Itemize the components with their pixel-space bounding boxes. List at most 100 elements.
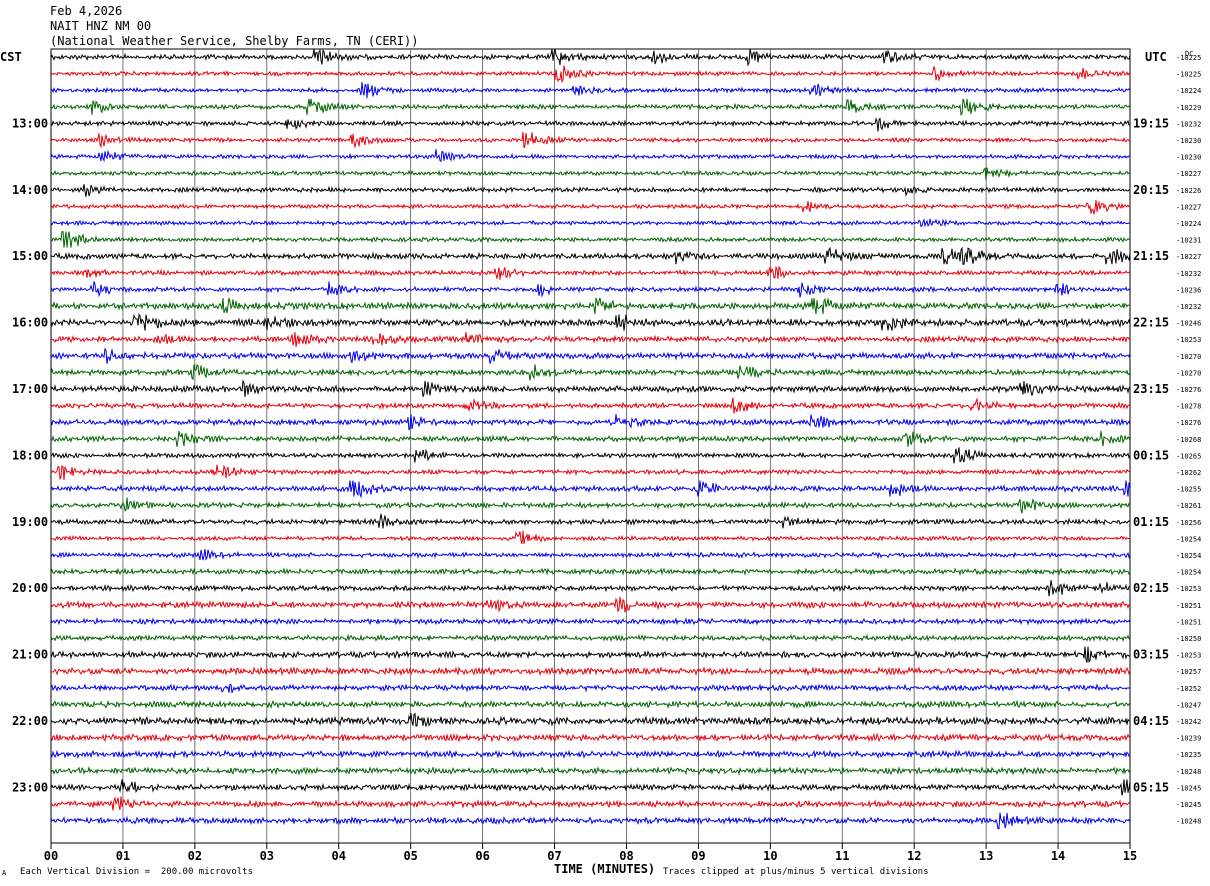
seismic-trace (50, 513, 1131, 529)
left-hour-label: 18:00 (12, 448, 48, 462)
dc-offset-label: -10276 (1176, 386, 1201, 394)
dc-offset-label: -10232 (1176, 303, 1201, 311)
seismic-trace (51, 331, 1131, 348)
dc-offset-label: -10252 (1176, 685, 1201, 693)
dc-offset-label: -10245 (1176, 801, 1201, 809)
seismic-trace (50, 98, 1131, 116)
left-hour-label: 17:00 (12, 382, 48, 396)
right-hour-label: 00:15 (1133, 448, 1169, 462)
seismic-trace (50, 117, 1131, 132)
seismic-trace (50, 313, 1131, 331)
seismic-trace (50, 567, 1131, 576)
x-tick-label: 01 (116, 849, 130, 863)
dc-offset-label: -10268 (1176, 436, 1201, 444)
header-date: Feb 4,2026 (50, 4, 123, 18)
seismic-trace (50, 218, 1131, 228)
dc-offset-label: -10253 (1176, 585, 1201, 593)
x-tick-label: 08 (619, 849, 633, 863)
seismic-trace (50, 265, 1131, 280)
header-network: (National Weather Service, Shelby Farms,… (50, 34, 419, 48)
seismic-trace (50, 131, 1131, 149)
dc-offset-label: -10232 (1176, 120, 1201, 128)
seismic-trace (50, 616, 1131, 626)
corner-mark: A (2, 869, 7, 877)
dc-offset-label: -10253 (1176, 652, 1201, 660)
dc-offset-label: -10245 (1176, 784, 1201, 792)
x-tick-label: 15 (1123, 849, 1137, 863)
seismic-trace (50, 464, 1131, 481)
seismic-trace (50, 167, 1131, 181)
left-hour-label: 21:00 (12, 648, 48, 662)
dc-offset-label: -10262 (1176, 469, 1201, 477)
dc-offset-label: -10236 (1176, 286, 1201, 294)
left-hour-label: 23:00 (12, 780, 48, 794)
seismic-trace (50, 246, 1131, 265)
dc-offset-label: -10276 (1176, 419, 1201, 427)
scale-note: Each Vertical Division = 200.00 microvol… (20, 867, 253, 877)
x-tick-label: 11 (835, 849, 849, 863)
dc-offset-label: -10261 (1176, 502, 1201, 510)
dc-offset-label: -10235 (1176, 751, 1201, 759)
seismic-trace (50, 712, 1131, 728)
x-tick-label: 00 (44, 849, 58, 863)
seismic-trace (50, 447, 1131, 464)
dc-offset-label: -10255 (1176, 486, 1201, 494)
seismic-trace (50, 48, 1131, 67)
left-hour-label: 16:00 (12, 316, 48, 330)
seismic-trace (50, 149, 1131, 163)
seismic-trace (50, 347, 1131, 364)
seismic-trace (50, 281, 1131, 298)
seismic-trace (50, 633, 1131, 643)
dc-offset-label: -10224 (1176, 220, 1201, 228)
x-tick-label: 10 (763, 849, 777, 863)
dc-offset-label: -10246 (1176, 320, 1201, 328)
left-hour-label: 13:00 (12, 116, 48, 130)
x-tick-label: 09 (691, 849, 705, 863)
dc-offset-label: -10224 (1176, 87, 1201, 95)
seismic-trace (50, 364, 1131, 381)
right-timezone-label: UTC (1145, 50, 1167, 64)
left-hour-label: 15:00 (12, 249, 48, 263)
seismic-trace (50, 430, 1131, 447)
left-hour-label: 22:00 (12, 714, 48, 728)
dc-offset-label: -10256 (1176, 519, 1201, 527)
dc-offset-label: -10270 (1176, 353, 1201, 361)
x-tick-label: 07 (547, 849, 561, 863)
seismic-trace (50, 699, 1131, 710)
left-hour-label: 19:00 (12, 515, 48, 529)
seismic-trace (50, 796, 1131, 811)
x-tick-label: 06 (475, 849, 489, 863)
seismic-trace (50, 184, 1131, 197)
dc-offset-label: -10225 (1176, 54, 1201, 62)
seismic-trace (50, 379, 1131, 398)
seismic-trace (50, 596, 1131, 613)
dc-offset-label: -10239 (1176, 735, 1201, 743)
seismic-trace (50, 580, 1131, 597)
plot-frame (50, 48, 1131, 844)
dc-offset-label: -10254 (1176, 569, 1201, 577)
left-hour-label: 20:00 (12, 581, 48, 595)
seismic-trace (50, 765, 1131, 776)
x-tick-label: 02 (188, 849, 202, 863)
seismic-trace (50, 683, 1131, 694)
left-timezone-label: CST (0, 50, 22, 64)
right-hour-label: 05:15 (1133, 780, 1169, 794)
right-hour-label: 19:15 (1133, 116, 1169, 130)
right-hour-label: 03:15 (1133, 648, 1169, 662)
dc-offset-label: -10250 (1176, 635, 1201, 643)
seismic-trace (50, 666, 1131, 677)
x-tick-label: 14 (1051, 849, 1065, 863)
seismic-trace (50, 749, 1131, 760)
dc-offset-label: -10247 (1176, 701, 1201, 709)
right-hour-label: 04:15 (1133, 714, 1169, 728)
seismic-trace (50, 497, 1131, 514)
dc-offset-label: -10278 (1176, 403, 1201, 411)
dc-offset-label: -10248 (1176, 818, 1201, 826)
seismic-trace (50, 397, 1131, 414)
header-station: NAIT HNZ NM 00 (50, 19, 152, 33)
seismic-trace (50, 65, 1131, 84)
dc-offset-label: -10226 (1176, 187, 1201, 195)
dc-offset-label: -10230 (1176, 137, 1201, 145)
seismic-trace (50, 297, 1131, 315)
dc-offset-label: -10251 (1176, 618, 1201, 626)
